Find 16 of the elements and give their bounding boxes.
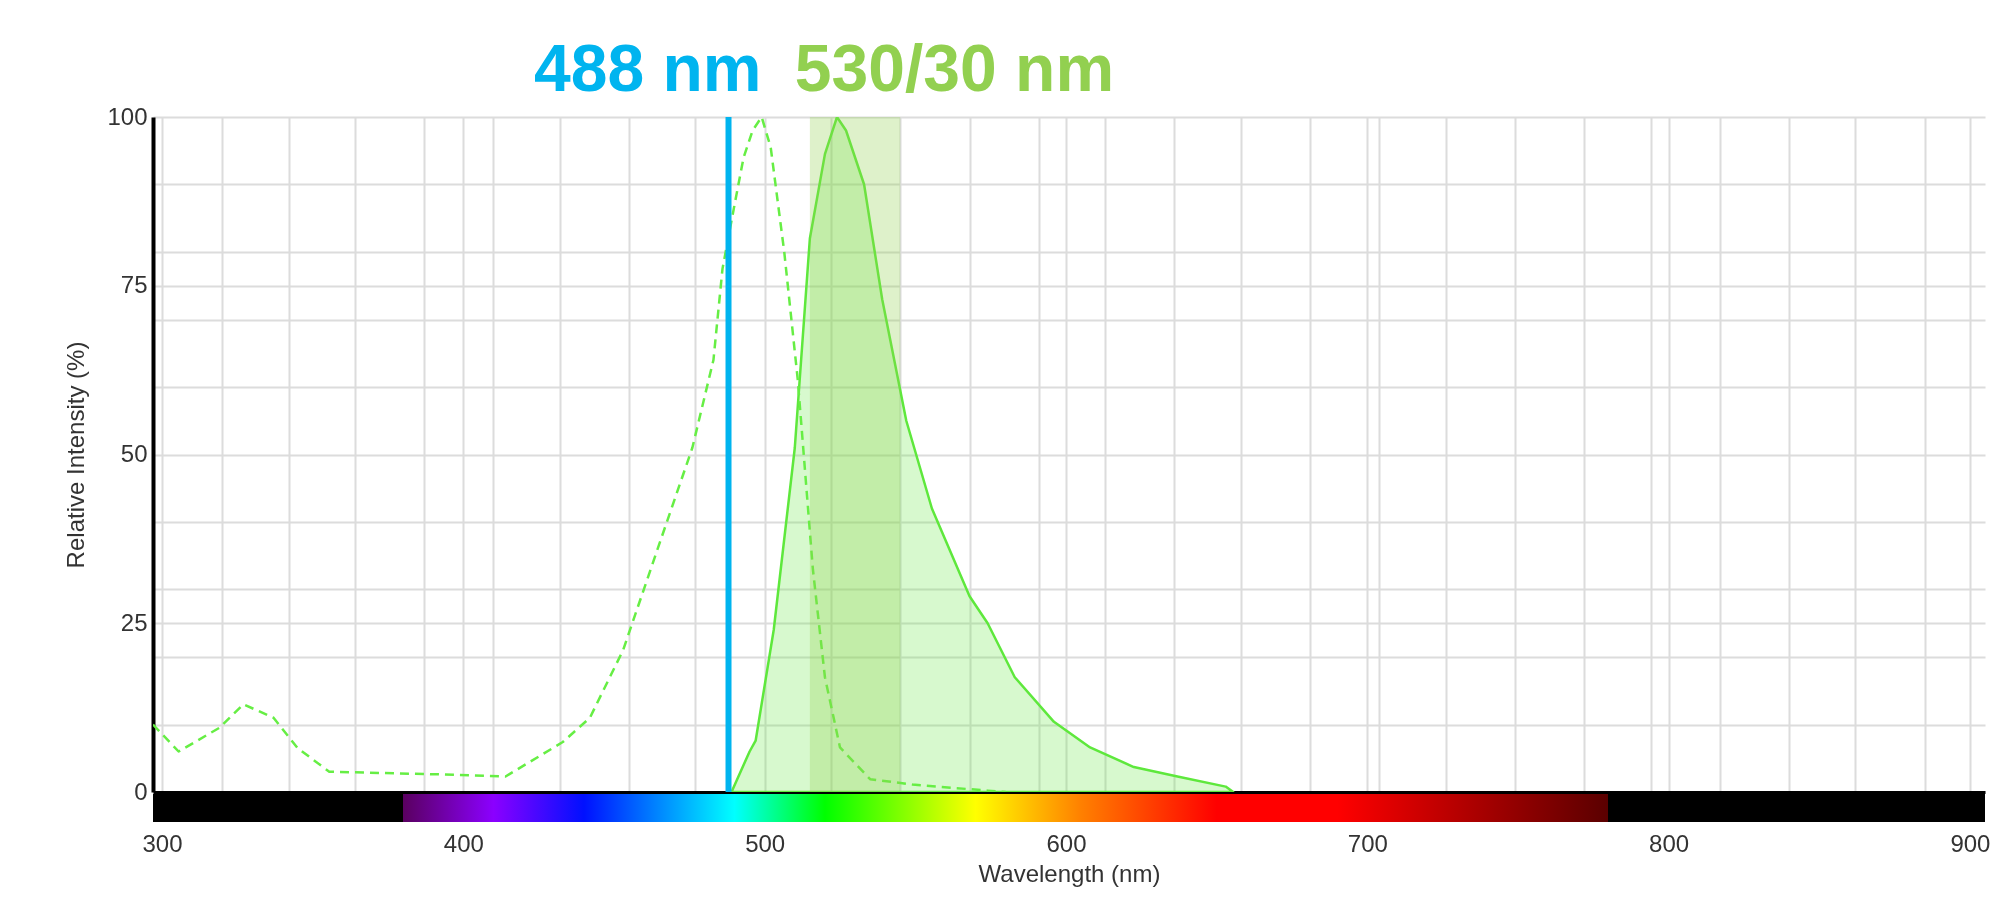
y-tick-label: 50 xyxy=(120,440,148,467)
x-tick-label: 900 xyxy=(1950,829,1991,857)
x-tick-label: 300 xyxy=(142,829,183,857)
y-tick-label: 75 xyxy=(120,271,148,299)
y-tick-label: 100 xyxy=(107,102,148,130)
y-tick-label: 0 xyxy=(134,777,148,805)
x-tick-label: 800 xyxy=(1649,829,1690,857)
y-axis-title: Relative Intensity (%) xyxy=(62,341,90,569)
x-tick-label: 400 xyxy=(443,829,484,857)
x-tick-label: 500 xyxy=(745,829,786,857)
x-tick-label: 600 xyxy=(1046,829,1087,857)
band-label: 530/30 nm xyxy=(794,31,1115,105)
x-axis-title: Wavelength (nm) xyxy=(978,859,1161,887)
y-tick-label: 25 xyxy=(120,608,148,636)
ref-line-label: 488 nm xyxy=(534,31,762,105)
x-tick-label: 700 xyxy=(1347,829,1388,857)
